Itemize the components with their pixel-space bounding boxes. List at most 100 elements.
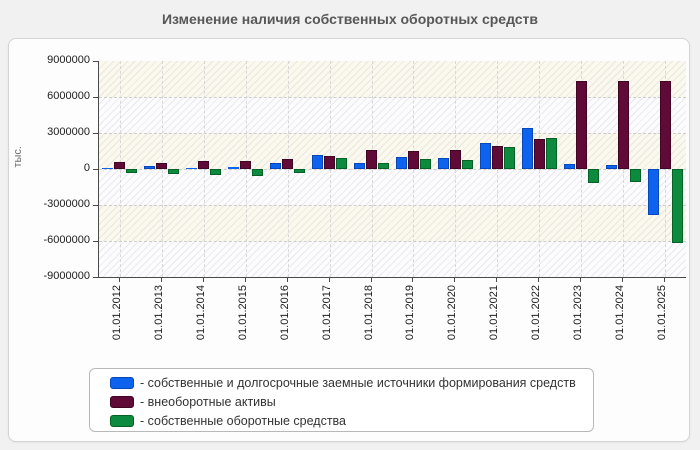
y-tick-label: 3000000 — [47, 126, 90, 138]
bar-working-capital-01.01.2023 — [587, 169, 599, 184]
bar-working-capital-01.01.2016 — [294, 169, 306, 174]
bar-sources-01.01.2013 — [144, 165, 156, 169]
gridline-v — [455, 61, 457, 277]
x-tick-mark — [370, 278, 372, 282]
bar-working-capital-01.01.2024 — [629, 169, 641, 182]
bar-working-capital-01.01.2013 — [168, 169, 180, 174]
bar-working-capital-01.01.2021 — [503, 147, 515, 169]
y-tick-mark — [93, 61, 98, 62]
bar-working-capital-01.01.2014 — [210, 169, 222, 176]
gridline-h — [99, 205, 686, 206]
bar-sources-01.01.2021 — [479, 143, 491, 169]
bar-sources-01.01.2016 — [270, 162, 282, 169]
legend-swatch-working-capital — [110, 414, 134, 427]
legend-item-sources: - собственные и долгосрочные заемные ист… — [110, 373, 593, 392]
bar-sources-01.01.2012 — [102, 167, 114, 169]
gridline-v — [203, 61, 205, 277]
bar-working-capital-01.01.2025 — [671, 169, 683, 243]
bar-sources-01.01.2023 — [563, 163, 575, 169]
x-tick-mark — [538, 278, 540, 282]
y-tick-mark — [93, 277, 98, 278]
x-tick-label: 01.01.2019 — [404, 285, 417, 341]
bar-working-capital-01.01.2022 — [545, 138, 557, 169]
x-tick-label: 01.01.2015 — [236, 285, 249, 341]
y-tick-label: 0 — [83, 162, 90, 174]
bar-sources-01.01.2020 — [437, 157, 449, 169]
gridline-v — [119, 61, 121, 277]
bar-working-capital-01.01.2019 — [419, 159, 431, 169]
x-tick-label: 01.01.2014 — [194, 285, 207, 341]
gridline-v — [539, 61, 541, 277]
gridline-v — [161, 61, 163, 277]
gridline-v — [371, 61, 373, 277]
x-tick-mark — [202, 278, 204, 282]
x-tick-mark — [622, 278, 624, 282]
bar-noncurrent-assets-01.01.2024 — [617, 81, 629, 169]
bar-sources-01.01.2025 — [647, 169, 659, 215]
y-tick-mark — [93, 97, 98, 98]
legend-swatch-sources — [110, 376, 134, 389]
gridline-v — [623, 61, 625, 277]
bar-sources-01.01.2024 — [605, 165, 617, 169]
gridline-h — [99, 133, 686, 134]
bar-working-capital-01.01.2018 — [378, 163, 390, 169]
gridline-v — [245, 61, 247, 277]
plot-area — [98, 61, 686, 278]
legend-label-working-capital: - собственные оборотные средства — [140, 413, 346, 428]
x-tick-label: 01.01.2022 — [530, 285, 543, 341]
x-tick-label: 01.01.2021 — [488, 285, 501, 341]
bar-sources-01.01.2014 — [186, 167, 198, 169]
gridline-v — [497, 61, 499, 277]
bar-noncurrent-assets-01.01.2020 — [449, 149, 461, 169]
legend-swatch-noncurrent-assets — [110, 395, 134, 408]
y-tick-label: -3000000 — [43, 198, 91, 210]
bar-working-capital-01.01.2015 — [252, 169, 264, 176]
gridline-v — [329, 61, 331, 277]
x-tick-mark — [412, 278, 414, 282]
x-tick-label: 01.01.2023 — [572, 285, 585, 341]
x-tick-mark — [664, 278, 666, 282]
x-tick-mark — [118, 278, 120, 282]
gridline-h — [99, 169, 686, 170]
x-tick-label: 01.01.2020 — [446, 285, 459, 341]
bar-noncurrent-assets-01.01.2013 — [156, 162, 168, 169]
bar-sources-01.01.2019 — [395, 156, 407, 169]
legend-item-noncurrent-assets: - внеоборотные активы — [110, 392, 593, 411]
bar-sources-01.01.2015 — [228, 166, 240, 169]
bar-sources-01.01.2017 — [312, 154, 324, 169]
bar-sources-01.01.2022 — [521, 127, 533, 169]
bar-noncurrent-assets-01.01.2012 — [114, 161, 126, 169]
y-tick-mark — [93, 169, 98, 170]
x-tick-label: 01.01.2017 — [320, 285, 333, 341]
bar-working-capital-01.01.2020 — [461, 159, 473, 169]
gridline-v — [665, 61, 667, 277]
x-tick-mark — [244, 278, 246, 282]
legend-label-noncurrent-assets: - внеоборотные активы — [140, 394, 276, 409]
gridline-v — [413, 61, 415, 277]
y-tick-label: -6000000 — [43, 234, 91, 246]
bar-noncurrent-assets-01.01.2022 — [533, 138, 545, 169]
y-tick-label: 6000000 — [47, 90, 90, 102]
y-tick-label: 9000000 — [47, 54, 90, 66]
page-title: Изменение наличия собственных оборотных … — [161, 11, 539, 27]
x-tick-label: 01.01.2013 — [152, 285, 165, 341]
bar-noncurrent-assets-01.01.2021 — [491, 145, 503, 169]
x-tick-mark — [286, 278, 288, 282]
x-tick-mark — [496, 278, 498, 282]
x-tick-label: 01.01.2018 — [362, 285, 375, 341]
legend-label-sources: - собственные и долгосрочные заемные ист… — [140, 375, 576, 390]
x-tick-mark — [160, 278, 162, 282]
x-tick-mark — [328, 278, 330, 282]
y-tick-mark — [93, 241, 98, 242]
legend: - собственные и долгосрочные заемные ист… — [89, 368, 594, 432]
y-tick-label: -9000000 — [43, 270, 91, 282]
gridline-v — [287, 61, 289, 277]
x-tick-label: 01.01.2016 — [278, 285, 291, 341]
x-tick-mark — [580, 278, 582, 282]
x-tick-label: 01.01.2024 — [614, 285, 627, 341]
bar-noncurrent-assets-01.01.2018 — [366, 149, 378, 169]
y-tick-mark — [93, 133, 98, 134]
bar-sources-01.01.2018 — [354, 163, 366, 169]
gridline-h — [99, 97, 686, 98]
